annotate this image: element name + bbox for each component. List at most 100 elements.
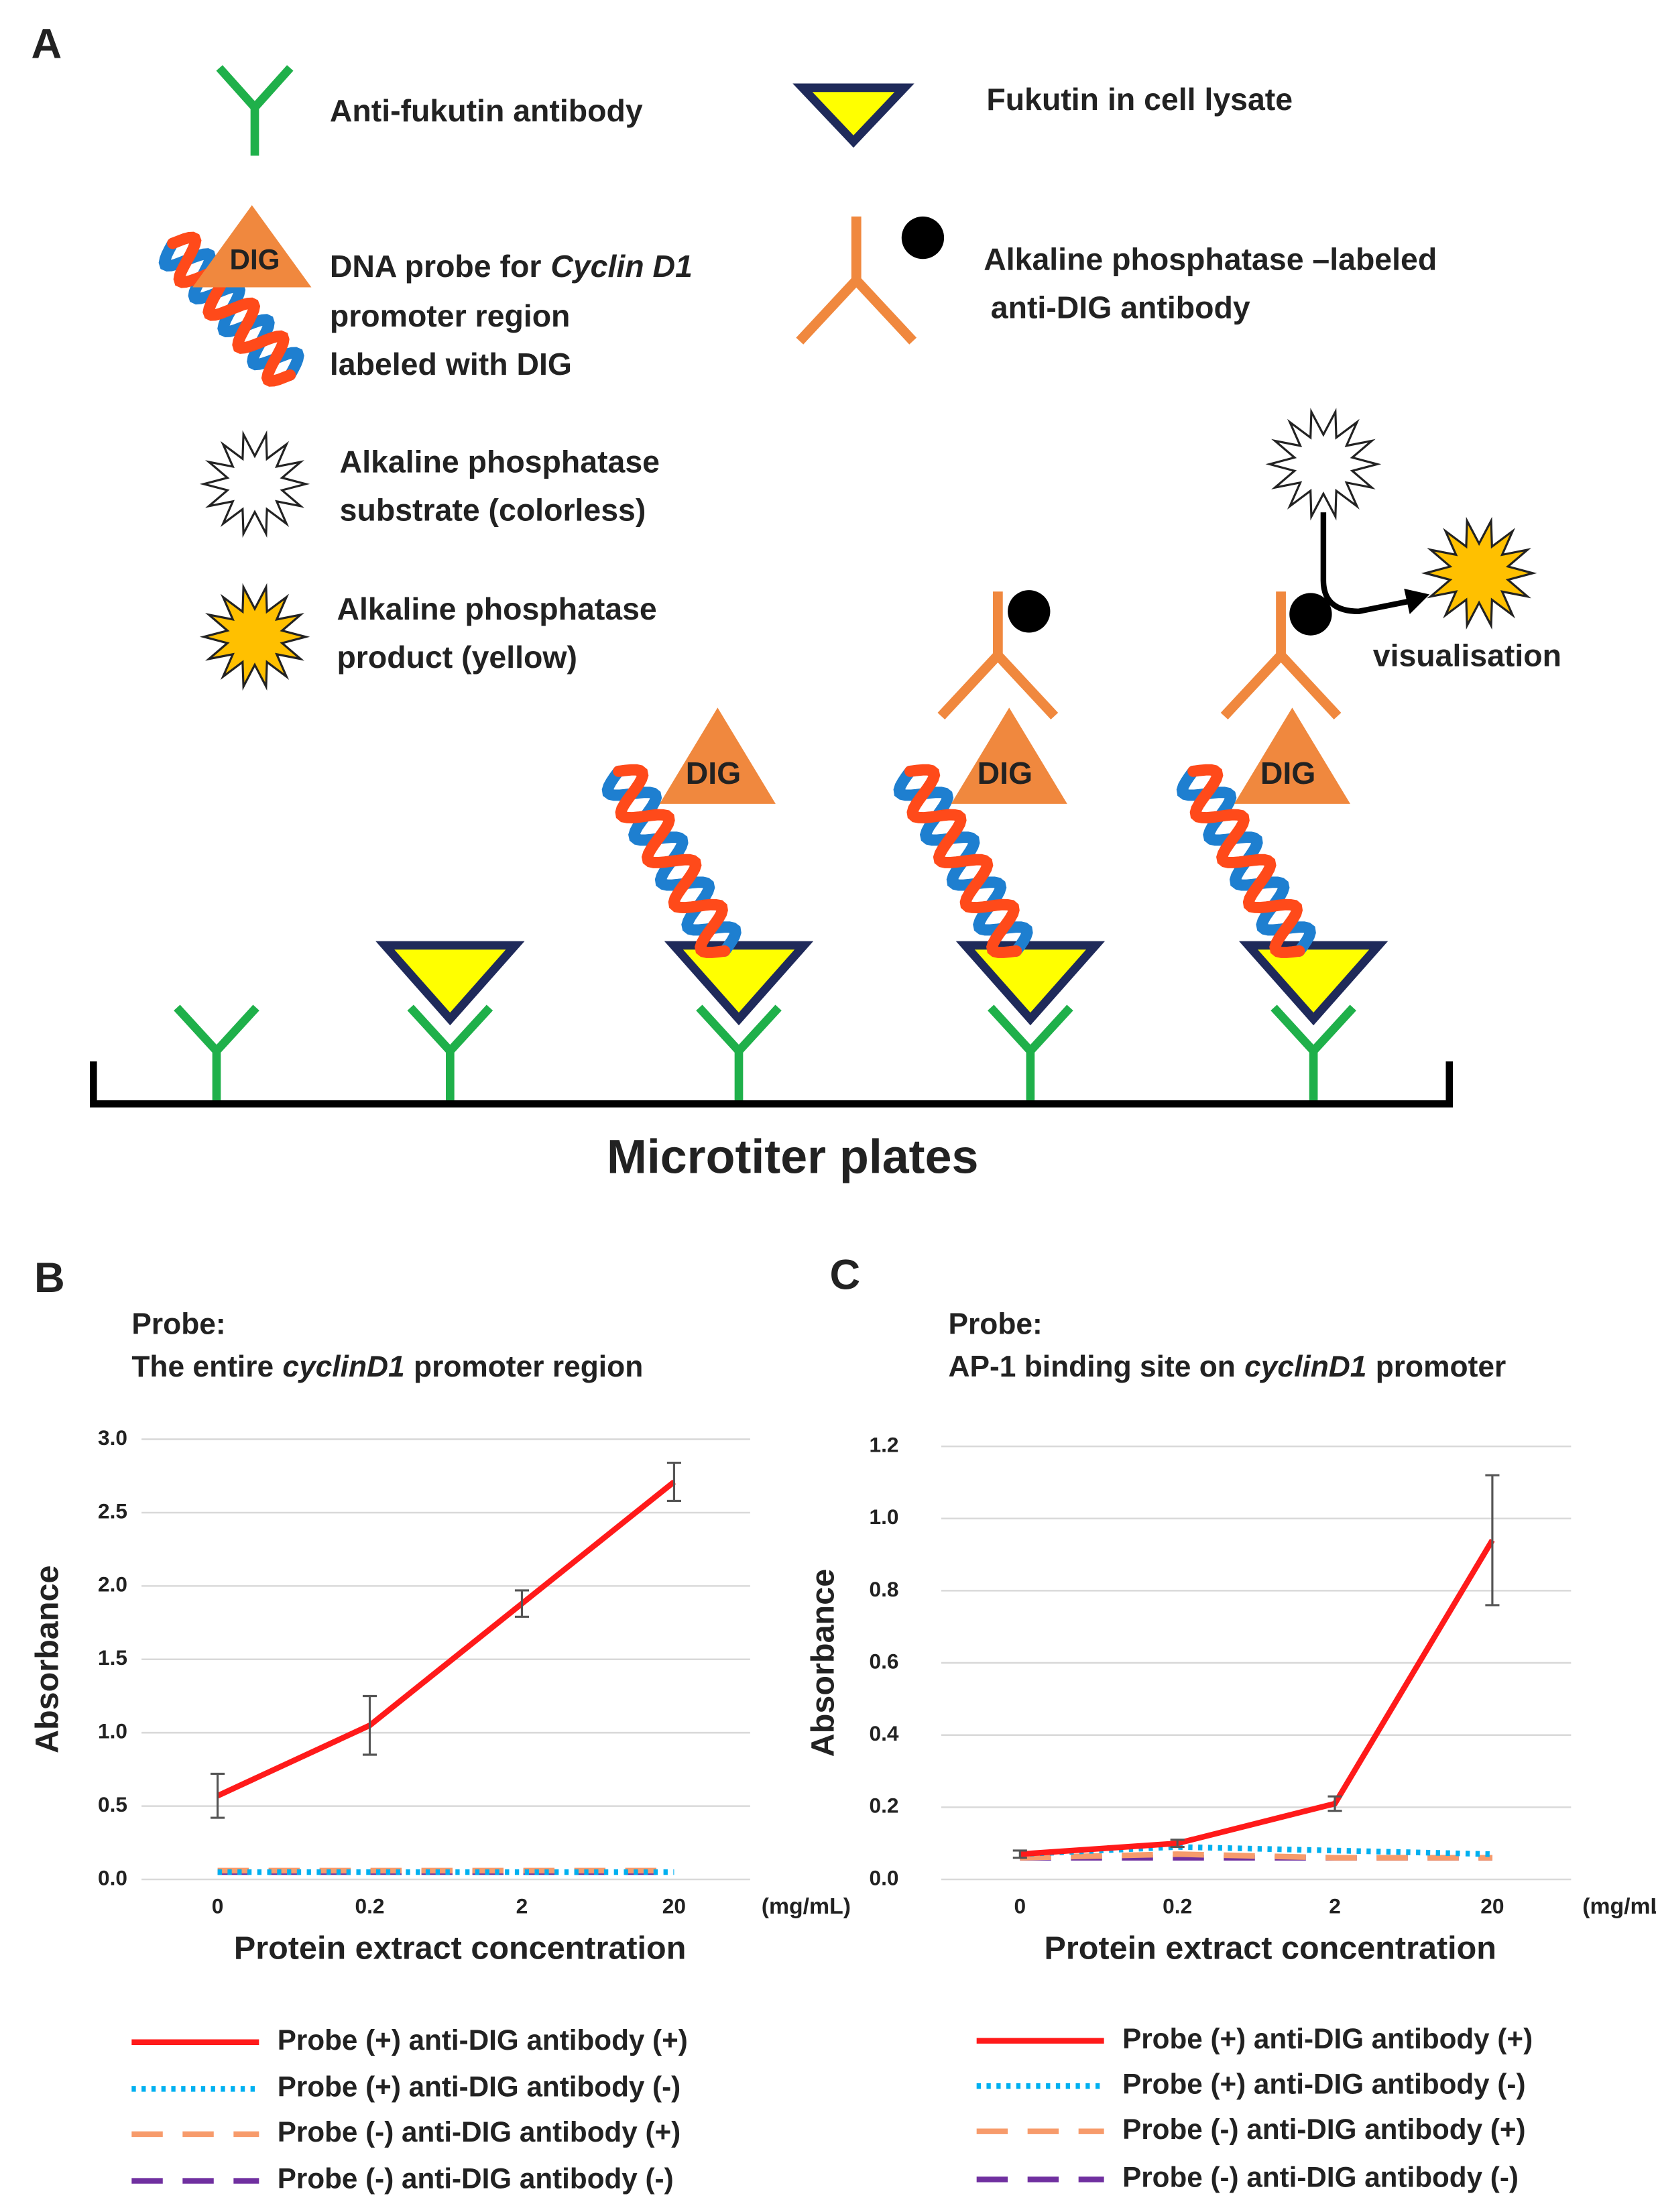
dig-label: DIG [229,244,280,276]
ap-antibody [1220,591,1342,720]
legend-text: substrate (colorless) [340,492,646,527]
substrate-star [199,430,310,538]
x-axis-title: Protein extract concentration [234,1930,686,1966]
chart-subtitle-part: promoter region [414,1350,643,1383]
legend-text: Fukutin in cell lysate [986,82,1293,117]
y-tick-label: 0.2 [870,1794,899,1818]
dna-strand [167,231,296,387]
error-bar [1327,1795,1342,1812]
legend-text: anti-DIG antibody [991,290,1250,325]
substrate-star [1265,408,1382,521]
y-tick-label: 1.0 [870,1505,899,1529]
x-tick-label: 0 [1014,1894,1026,1918]
arrow-head [1404,589,1430,615]
error-bar [211,1772,225,1819]
series-line [216,1479,676,1799]
capture-antibody [174,1004,259,1104]
x-tick-label: 2 [1329,1894,1341,1918]
capture-antibody [216,65,294,156]
dig-triangle [951,707,1067,804]
chart-subtitle-part: AP-1 binding site on [948,1350,1235,1383]
legend-text: Alkaline phosphatase [337,591,656,626]
y-tick-label: 0.0 [98,1865,127,1889]
y-tick-label: 3.0 [98,1425,127,1450]
fukutin-triangle [792,83,914,148]
y-tick-label: 1.5 [98,1645,127,1670]
y-tick-label: 0.6 [870,1649,899,1673]
legend-text: promoter region [330,298,571,333]
y-axis-title: Absorbance [805,1569,841,1757]
dna-strand [613,764,731,958]
legend-label: Probe (+) anti-DIG antibody (+) [278,2024,688,2056]
capture-antibody [696,1004,782,1104]
legend-label: Probe (+) anti-DIG antibody (-) [1122,2068,1525,2099]
product-star [199,583,310,691]
y-tick-label: 0.4 [870,1721,899,1745]
legend-label: Probe (-) anti-DIG antibody (-) [278,2163,674,2195]
error-bar [1012,1849,1027,1859]
x-tick-label: 0.2 [1163,1894,1192,1918]
chart-subtitle-part: promoter [1376,1350,1506,1383]
dig-triangle [659,707,776,804]
product-star [1421,516,1537,630]
error-bar [666,1461,681,1503]
x-tick-label: 20 [662,1894,686,1918]
legend-text: Anti-fukutin antibody [330,93,643,128]
x-unit: (mg/mL) [1582,1894,1656,1919]
legend-text: Alkaline phosphatase –labeled [984,242,1437,277]
legend-label: Probe (-) anti-DIG antibody (-) [1122,2162,1519,2193]
panel-label: B [34,1255,65,1301]
ap-antibody [937,591,1059,720]
legend-text: Alkaline phosphatase [340,445,660,479]
x-tick-label: 0 [212,1894,224,1918]
x-axis-title: Protein extract concentration [1044,1930,1496,1966]
plate-label: Microtiter plates [607,1130,978,1184]
ap-enzyme [1289,593,1332,636]
legend-text: DNA probe for Cyclin D1 [330,249,693,284]
chart-title: Probe: [131,1307,225,1340]
y-tick-label: 0.8 [870,1577,899,1601]
error-bar [514,1589,530,1618]
ap-enzyme [1008,590,1051,633]
legend-text-part: DNA probe for [330,249,542,284]
y-tick-label: 2.5 [98,1499,127,1523]
dig-triangle [192,205,312,288]
chart-subtitle: The entire cyclinD1 promoter region [131,1350,643,1383]
dna-strand [904,764,1022,958]
ap-enzyme [901,216,945,259]
legend-label: Probe (+) anti-DIG antibody (+) [1122,2023,1533,2054]
fukutin-triangle [1238,941,1388,1026]
dig-triangle [1234,707,1350,804]
chart-subtitle-part: cyclinD1 [282,1350,404,1383]
x-unit: (mg/mL) [762,1894,851,1919]
fukutin-triangle [375,941,525,1026]
y-axis-title: Absorbance [29,1566,66,1754]
series-line [1020,1538,1495,1857]
error-bar [1485,1474,1500,1607]
plate [90,1061,1454,1108]
legend-text: labeled with DIG [330,347,572,382]
reaction-arrow [1320,512,1409,615]
dig-label: DIG [1260,756,1316,791]
dig-label: DIG [686,756,742,791]
legend-label: Probe (-) anti-DIG antibody (+) [1122,2113,1525,2145]
dig-label: DIG [978,756,1033,791]
series-line [1020,1851,1492,1861]
legend-text-part: Cyclin D1 [550,249,693,284]
legend-label: Probe (-) anti-DIG antibody (+) [278,2116,681,2148]
y-tick-label: 1.2 [870,1432,899,1456]
y-tick-label: 0.0 [870,1865,899,1889]
panel-label: A [31,20,62,67]
chart-subtitle-part: The entire [131,1350,274,1383]
legend-label: Probe (+) anti-DIG antibody (-) [278,2071,681,2103]
ap-antibody [796,216,917,345]
chart-title: Probe: [948,1307,1042,1340]
dna-strand [1187,764,1305,958]
capture-antibody [988,1004,1073,1104]
y-tick-label: 1.0 [98,1719,127,1743]
x-tick-label: 20 [1480,1894,1504,1918]
capture-antibody [407,1004,493,1104]
annotation: visualisation [1373,638,1561,673]
chart-subtitle: AP-1 binding site on cyclinD1 promoter [948,1350,1506,1383]
